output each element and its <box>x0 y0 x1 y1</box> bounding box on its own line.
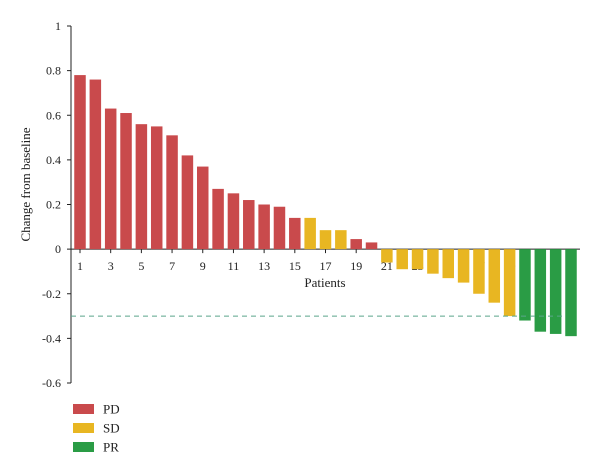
legend-swatch-pr <box>73 442 94 452</box>
bar-patient-16 <box>304 217 316 250</box>
bar-patient-9 <box>197 166 209 250</box>
bar-patient-17 <box>319 230 332 250</box>
bar-patient-30 <box>519 249 531 321</box>
x-tick-label: 21 <box>381 259 393 273</box>
bar-patient-14 <box>273 206 286 250</box>
bar-patient-32 <box>549 249 562 334</box>
y-tick-label: 0.2 <box>46 198 61 212</box>
y-tick-label: 0.8 <box>46 64 61 78</box>
y-tick-label: -0.4 <box>42 331 61 345</box>
bar-patient-27 <box>473 249 485 294</box>
y-tick-label: 0.6 <box>46 108 61 122</box>
legend-label-sd: SD <box>103 421 120 436</box>
y-tick-label: -0.6 <box>42 376 61 390</box>
y-axis: 1 0.8 0.6 0.4 0.2 0 -0.2 -0.4 -0.6 <box>42 19 72 390</box>
bar-patient-8 <box>181 155 194 250</box>
y-axis-title: Change from baseline <box>18 127 33 241</box>
x-axis-title: Patients <box>304 275 345 290</box>
x-tick-label: 5 <box>138 259 144 273</box>
bar-patient-13 <box>258 204 270 250</box>
bar-patient-5 <box>135 124 148 250</box>
bar-patient-12 <box>243 200 255 250</box>
bar-patient-21 <box>381 249 393 263</box>
legend-swatch-sd <box>73 423 94 433</box>
bar-patient-15 <box>289 217 301 250</box>
bar-patient-31 <box>534 249 547 332</box>
bar-patient-29 <box>503 249 516 317</box>
bar-patient-33 <box>565 249 577 337</box>
bar-patient-28 <box>488 249 501 303</box>
x-tick-label: 15 <box>289 259 301 273</box>
bar-patient-18 <box>335 230 347 250</box>
bar-patient-26 <box>457 249 470 283</box>
bar-patient-1 <box>74 75 86 250</box>
bar-patient-23 <box>411 249 424 270</box>
bar-patient-4 <box>120 113 132 250</box>
x-tick-label: 13 <box>258 259 270 273</box>
x-axis: 13579111315171921232527293133 <box>71 248 580 273</box>
x-tick-label: 7 <box>169 259 175 273</box>
bar-patient-2 <box>89 79 102 250</box>
x-tick-label: 1 <box>77 259 83 273</box>
legend: PD SD PR <box>73 402 120 455</box>
bar-patient-25 <box>442 249 454 279</box>
bar-patient-24 <box>427 249 439 274</box>
y-tick-label: 0 <box>55 242 61 256</box>
bar-patient-10 <box>212 188 224 250</box>
x-tick-label: 11 <box>228 259 240 273</box>
bar-patient-11 <box>227 193 240 250</box>
x-tick-label: 17 <box>320 259 332 273</box>
bar-patient-6 <box>150 126 163 250</box>
bar-patient-7 <box>166 135 178 250</box>
legend-swatch-pd <box>73 404 94 414</box>
bar-patient-3 <box>104 108 117 250</box>
x-tick-label: 19 <box>350 259 362 273</box>
legend-label-pr: PR <box>103 440 119 455</box>
bars <box>74 75 577 337</box>
x-tick-label: 3 <box>108 259 114 273</box>
y-tick-label: -0.2 <box>42 287 61 301</box>
bar-patient-22 <box>396 249 408 270</box>
legend-label-pd: PD <box>103 402 120 417</box>
y-tick-label: 1 <box>55 19 61 33</box>
bar-patient-20 <box>365 242 378 250</box>
y-tick-label: 0.4 <box>46 153 61 167</box>
x-tick-label: 9 <box>200 259 206 273</box>
bar-patient-19 <box>350 239 362 250</box>
